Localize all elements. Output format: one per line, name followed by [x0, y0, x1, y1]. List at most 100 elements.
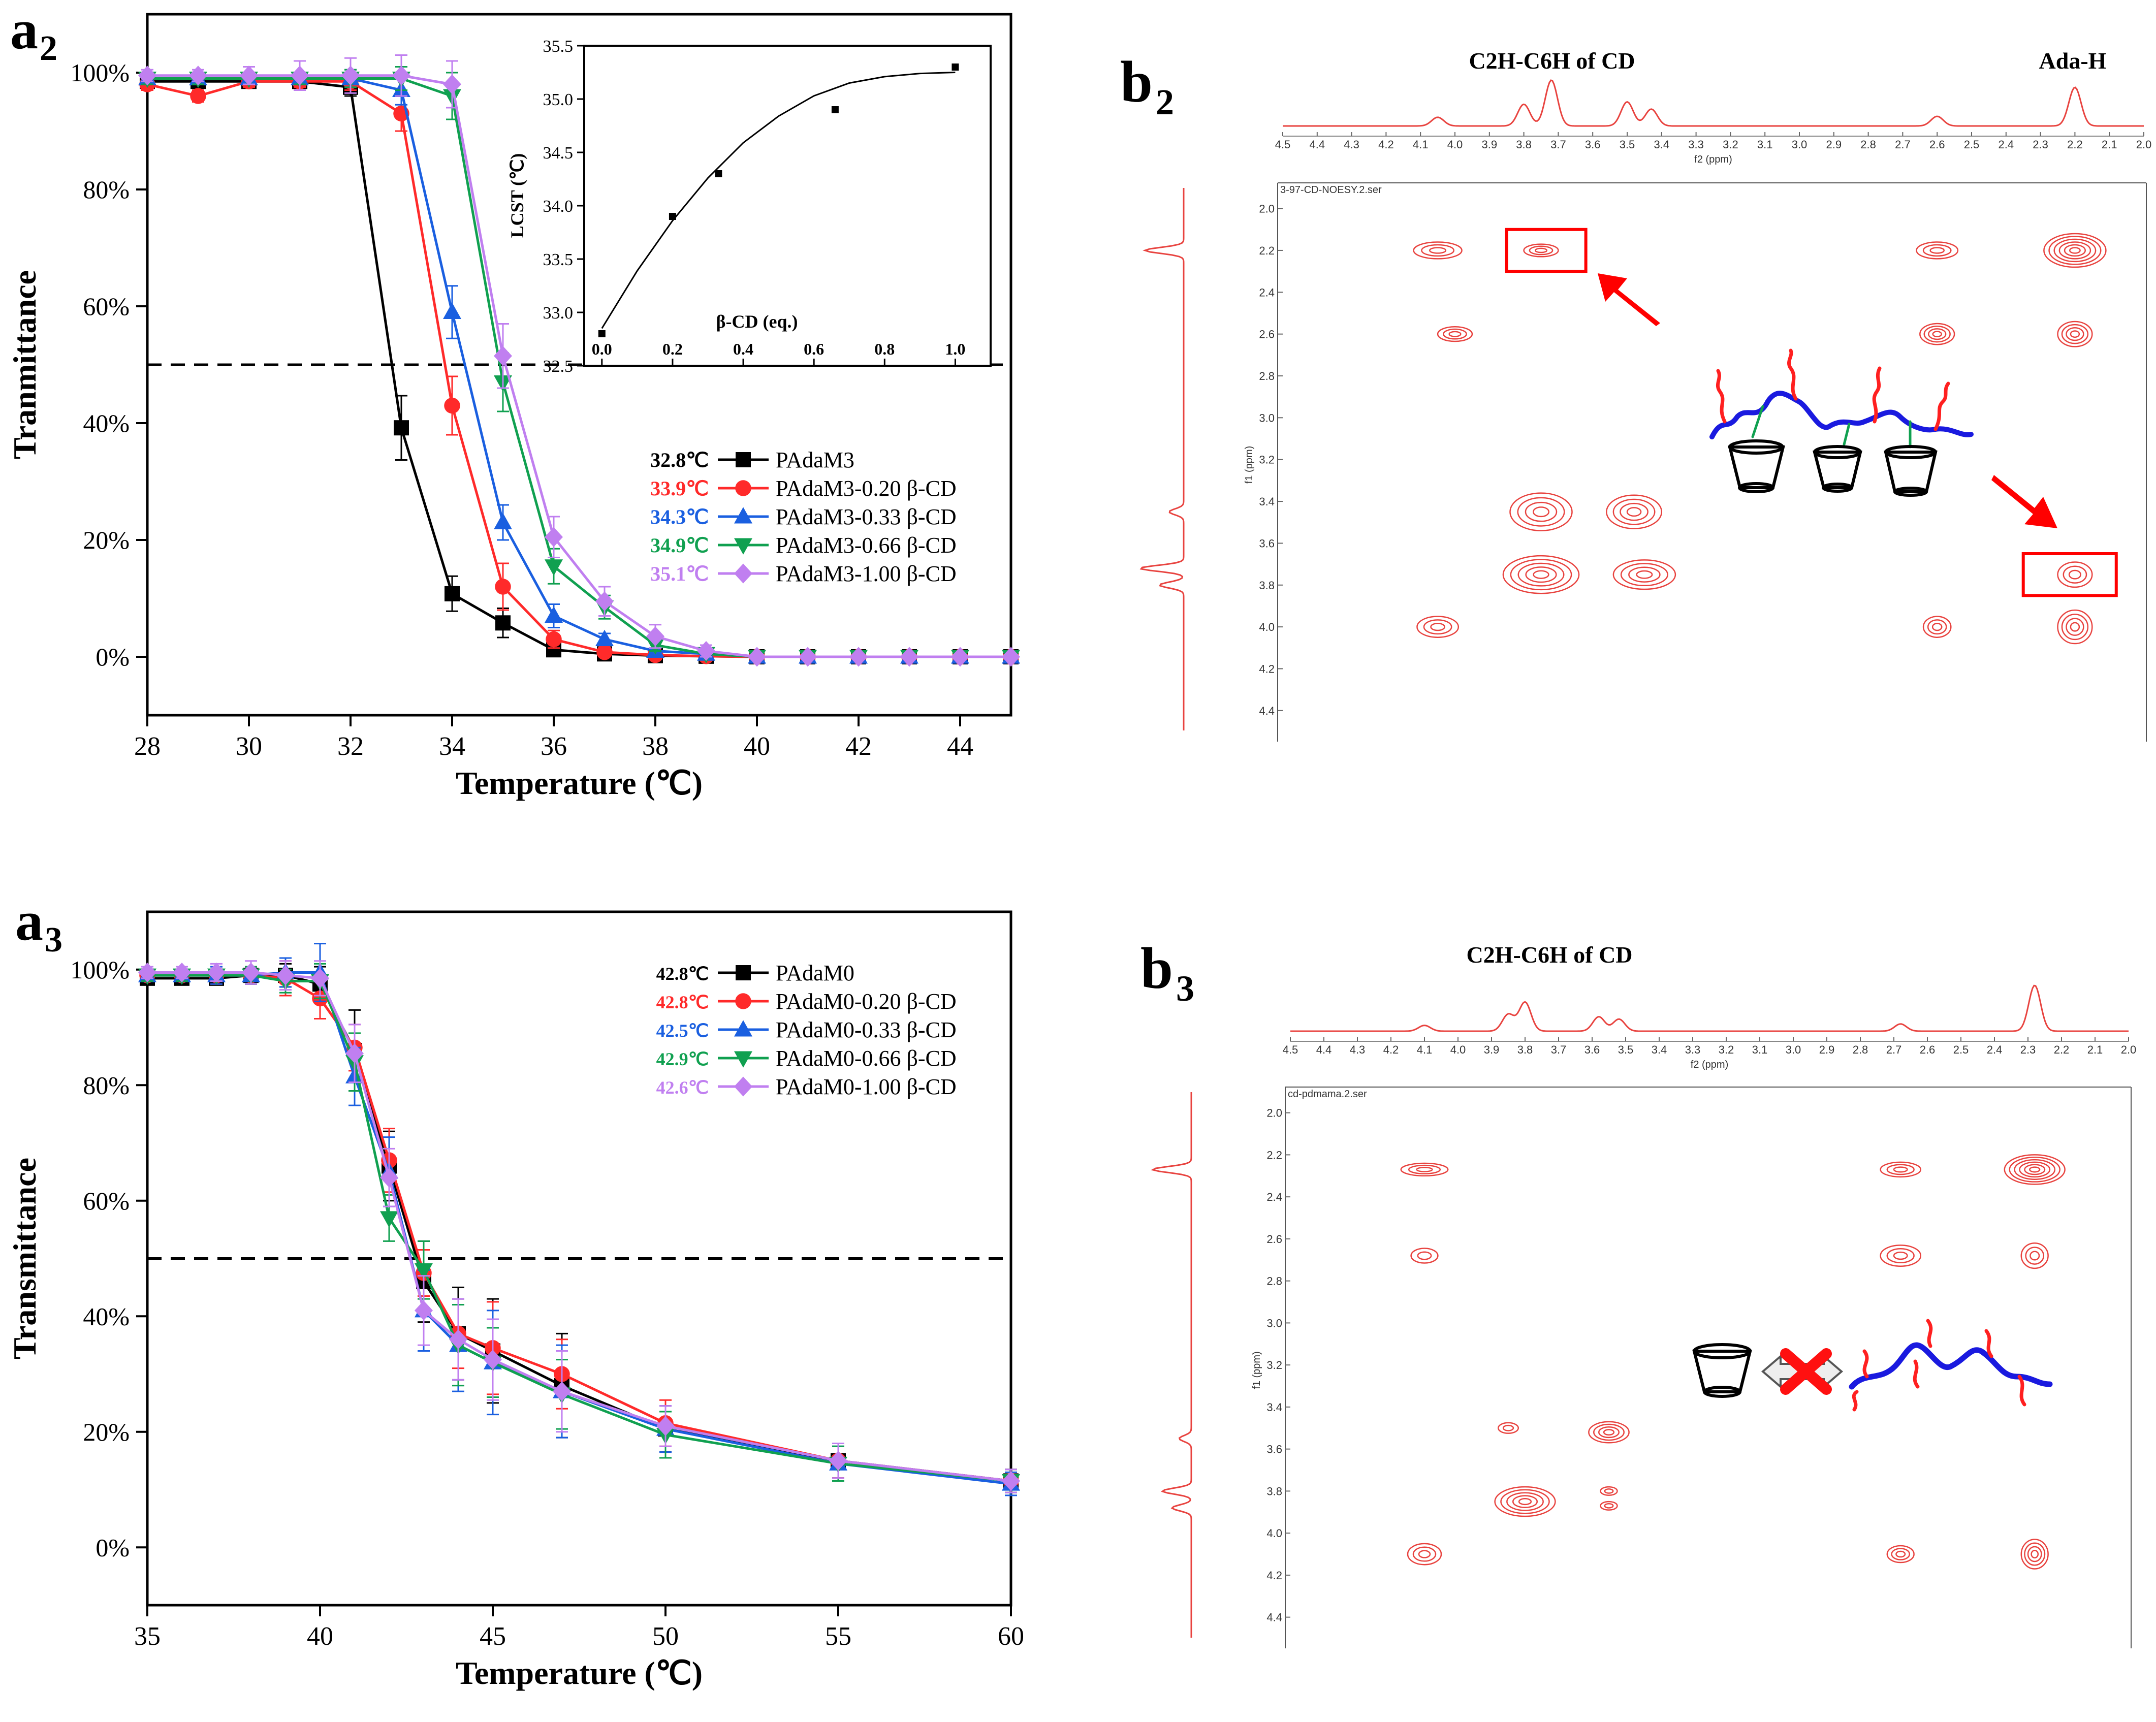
contour-level: [2066, 327, 2084, 341]
x-tick-label: 40: [307, 1622, 333, 1651]
f2-tick-label: 2.5: [1953, 1043, 1969, 1056]
y-tick-label: 80%: [83, 1071, 130, 1099]
contour-level: [1437, 326, 1473, 342]
contour-level: [2030, 1251, 2040, 1261]
contour-level: [1529, 245, 1553, 256]
f2-tick-label: 3.4: [1654, 138, 1670, 151]
header-cd: C2H-C6H of CD: [1469, 48, 1635, 74]
cross-peak: [1400, 1162, 1449, 1177]
data-point: [341, 66, 360, 86]
contour-level: [1532, 506, 1550, 518]
contour-level: [1626, 507, 1642, 517]
data-point: [380, 1211, 398, 1228]
x-tick-label: 45: [480, 1622, 506, 1651]
contour-level: [2043, 233, 2107, 268]
f2-tick-label: 3.4: [1652, 1043, 1667, 1056]
data-point: [240, 66, 258, 86]
f1-tick-label: 3.8: [1259, 579, 1275, 592]
data-point: [380, 1167, 398, 1188]
f2-tick-label: 2.5: [1964, 138, 1980, 151]
y-tick-label: 40%: [83, 409, 130, 437]
contour-level: [2004, 1154, 2066, 1185]
f2-tick-label: 3.7: [1550, 138, 1566, 151]
contour-level: [2064, 244, 2086, 257]
f2-axis-title: f2 (ppm): [1694, 154, 1732, 165]
contour-level: [2014, 1159, 2056, 1180]
f2-tick-label: 2.7: [1886, 1043, 1902, 1056]
f2-tick-label: 3.5: [1620, 138, 1635, 151]
legend-label: PAdaM3-0.20 β-CD: [776, 476, 957, 501]
y-axis-title: Tranmittance: [7, 270, 43, 459]
cross-peak: [1880, 1161, 1922, 1178]
contour-level: [2020, 1242, 2049, 1269]
data-point: [1002, 647, 1020, 667]
contour-level: [1628, 566, 1661, 583]
panel-label-b2: b 2: [1120, 50, 1174, 122]
contour-level: [1502, 1424, 1514, 1431]
cross-peak: [1523, 243, 1559, 258]
f1-tick-label: 3.4: [1259, 495, 1275, 508]
cross-peak: [1606, 494, 1663, 529]
contour-level: [1448, 331, 1462, 337]
cross-peak: [2057, 321, 2093, 347]
contour-level: [2053, 238, 2097, 263]
data-point: [951, 647, 969, 667]
legend-lcst: 42.5℃: [656, 1021, 709, 1041]
panel-label-a2-sub: 2: [40, 29, 57, 68]
f2-tick-label: 2.2: [2054, 1043, 2070, 1056]
contour-level: [2061, 614, 2089, 641]
contour-level: [1443, 328, 1467, 340]
f2-tick-label: 3.1: [1752, 1043, 1768, 1056]
contour-level: [1533, 570, 1549, 579]
cross-peak: [1502, 555, 1580, 594]
data-point: [242, 962, 260, 982]
series-4: [138, 963, 1020, 1493]
data-point: [596, 644, 613, 660]
x-tick-label: 40: [744, 732, 770, 761]
legend: 42.8℃ PAdaM0 42.8℃ PAdaM0-0.20 β-CD 42.5℃ PAd…: [656, 961, 957, 1099]
x-tick-label: 38: [642, 732, 669, 761]
y-axis-title: Transmittance: [7, 1158, 43, 1359]
contour-level: [1895, 1550, 1906, 1558]
y-tick-label: 20%: [83, 526, 130, 554]
f1-tick-label: 3.6: [1266, 1443, 1282, 1456]
data-point: [415, 1263, 433, 1280]
data-point: [849, 647, 868, 667]
contour-level: [2048, 236, 2102, 265]
y-tick-label: 60%: [83, 292, 130, 321]
cross-peak: [1600, 1501, 1618, 1511]
legend-lcst: 34.3℃: [650, 505, 709, 528]
cross-peak: [1494, 1486, 1556, 1517]
legend-label: PAdaM0: [776, 961, 854, 985]
data-point: [445, 586, 460, 601]
inset-fit-curve: [601, 72, 956, 329]
contour-level: [1525, 566, 1557, 583]
data-point: [392, 66, 410, 86]
data-point: [443, 74, 461, 94]
cross-peak: [1919, 323, 1955, 345]
chart-a2: 28 30 32 34 36 38 40 42 44 0% 20% 40% 60% 80% 100% Temp…: [7, 13, 1020, 801]
contour-level: [2031, 1550, 2039, 1558]
contour-level: [1886, 1248, 1915, 1264]
legend-lcst: 32.8℃: [650, 449, 709, 471]
panel-label-b2-main: b: [1120, 50, 1153, 114]
contour-level: [1416, 616, 1460, 638]
dataset-label: cd-pdmama.2.ser: [1288, 1089, 1367, 1100]
contour-level: [2027, 1546, 2042, 1562]
f2-projection: [1290, 984, 2129, 1032]
y-tick-label: 0%: [96, 1533, 130, 1561]
contour-level: [1407, 1543, 1442, 1566]
f1-tick-label: 4.4: [1259, 705, 1275, 717]
no-inclusion-schematic-b3: [1692, 1319, 2053, 1412]
legend-lcst: 42.9℃: [656, 1049, 709, 1069]
f2-tick-label: 3.9: [1484, 1043, 1500, 1056]
contour-level: [2070, 622, 2080, 632]
contour-level: [1588, 1421, 1630, 1444]
contour-level: [2024, 1164, 2046, 1175]
contour-level: [1430, 623, 1445, 631]
no-interaction-icon: [1761, 1348, 1844, 1395]
contour-level: [2057, 561, 2093, 588]
y-tick-label: 60%: [83, 1187, 130, 1215]
f2-tick-label: 3.0: [1792, 138, 1808, 151]
